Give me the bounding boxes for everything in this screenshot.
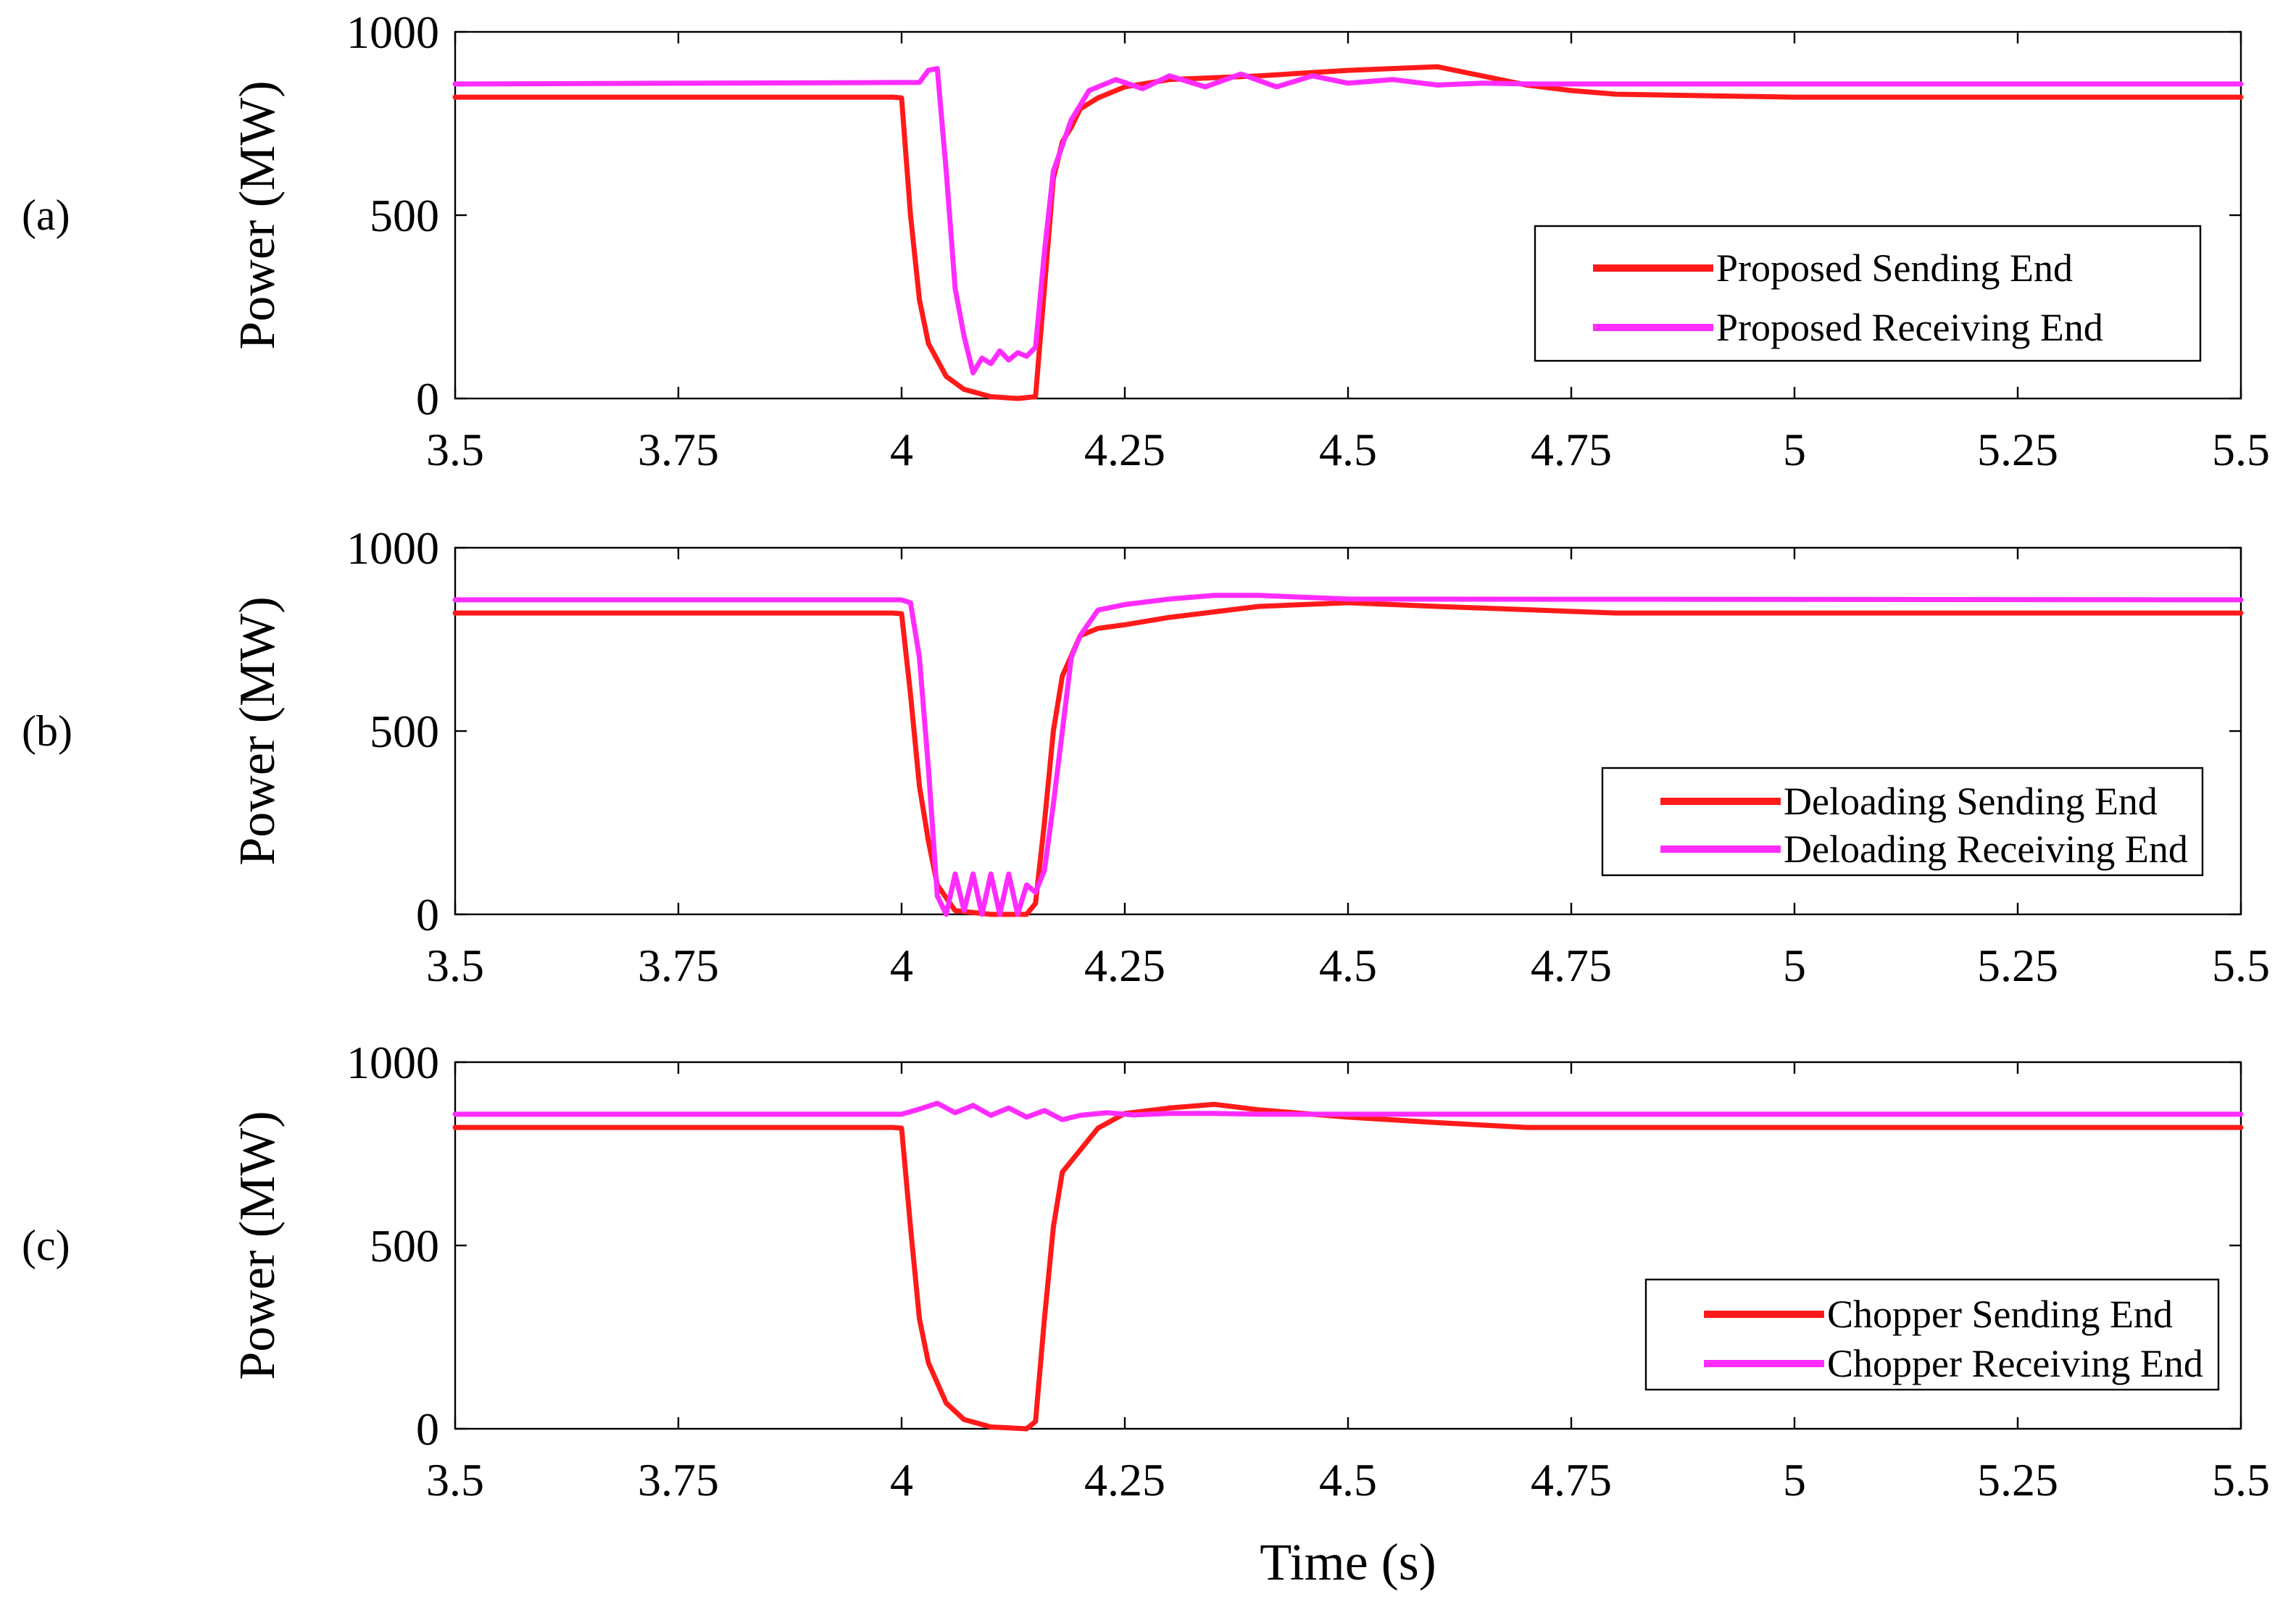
series-line-sending-end (452, 600, 2244, 917)
y-tick-label: 1000 (346, 7, 439, 58)
y-tick-label: 500 (370, 190, 439, 241)
y-axis-label: Power (MW) (230, 80, 286, 349)
x-tick-label: 3.75 (638, 940, 719, 991)
panel-label: (a) (22, 191, 70, 239)
x-tick-label: 5.5 (2212, 424, 2270, 475)
legend-entry-label: Proposed Sending End (1716, 246, 2073, 290)
x-tick-label: 5 (1783, 424, 1806, 475)
x-tick-label: 3.75 (638, 424, 719, 475)
y-tick-label: 0 (416, 1403, 439, 1455)
y-tick-label: 1000 (346, 1037, 439, 1088)
x-tick-label: 4 (890, 940, 913, 991)
legend-entry-label: Chopper Receiving End (1827, 1342, 2203, 1385)
x-tick-label: 5.5 (2212, 1454, 2270, 1506)
x-tick-label: 5 (1783, 940, 1806, 991)
x-tick-label: 5.25 (1977, 424, 2058, 475)
y-tick-label: 500 (370, 1220, 439, 1272)
y-axis-label: Power (MW) (230, 596, 286, 865)
legend-entry-label: Chopper Sending End (1827, 1293, 2173, 1336)
x-tick-label: 3.5 (426, 1454, 484, 1506)
series-line-sending-end (452, 1101, 2244, 1432)
legend: Chopper Sending End Chopper Receiving End (1644, 1278, 2220, 1391)
series-line-receiving-end (452, 593, 2244, 917)
panel-label: (c) (22, 1222, 70, 1269)
x-tick-label: 4 (890, 1454, 913, 1506)
x-tick-label: 4.5 (1319, 940, 1377, 991)
x-axis-label: Time (s) (1260, 1533, 1436, 1591)
y-tick-label: 0 (416, 889, 439, 940)
x-tick-label: 4.75 (1531, 424, 1612, 475)
x-tick-label: 4.25 (1084, 940, 1165, 991)
x-tick-label: 4.75 (1531, 1454, 1612, 1506)
panel-a: 3.5 3.75 4 4.25 4.5 4.75 5 5.25 5.5 0 500 1000 Power… (22, 7, 2270, 475)
series-line-receiving-end (452, 66, 2244, 376)
legend-box (1644, 1278, 2220, 1391)
x-tick-label: 3.75 (638, 1454, 719, 1506)
panel-b: 3.5 3.75 4 4.25 4.5 4.75 5 5.25 5.5 0 500 1000 Power… (22, 522, 2270, 991)
legend-entry-label: Proposed Receiving End (1716, 306, 2103, 349)
legend-entry-label: Deloading Sending End (1784, 780, 2158, 823)
x-tick-label: 5.5 (2212, 940, 2270, 991)
x-tick-label: 4.5 (1319, 1454, 1377, 1506)
x-tick-label: 5.25 (1977, 940, 2058, 991)
y-tick-label: 500 (370, 706, 439, 757)
legend-box (1534, 225, 2202, 362)
x-tick-label: 3.5 (426, 424, 484, 475)
x-tick-label: 3.5 (426, 940, 484, 991)
x-tick-label: 4.25 (1084, 1454, 1165, 1506)
y-tick-label: 1000 (346, 522, 439, 574)
x-tick-label: 4.75 (1531, 940, 1612, 991)
panel-label: (b) (22, 707, 72, 755)
y-tick-label: 0 (416, 373, 439, 425)
series-line-receiving-end (452, 1101, 2244, 1122)
x-tick-label: 5 (1783, 1454, 1806, 1506)
legend: Proposed Sending End Proposed Receiving E… (1534, 225, 2202, 362)
x-tick-label: 4.25 (1084, 424, 1165, 475)
panel-c: 3.5 3.75 4 4.25 4.5 4.75 5 5.25 5.5 0 500 1000 Power… (22, 1037, 2270, 1591)
legend-box (1601, 767, 2204, 877)
x-tick-label: 4.5 (1319, 424, 1377, 475)
y-axis-label: Power (MW) (230, 1111, 286, 1379)
legend-entry-label: Deloading Receiving End (1784, 827, 2188, 871)
x-tick-label: 5.25 (1977, 1454, 2058, 1506)
x-tick-label: 4 (890, 424, 913, 475)
